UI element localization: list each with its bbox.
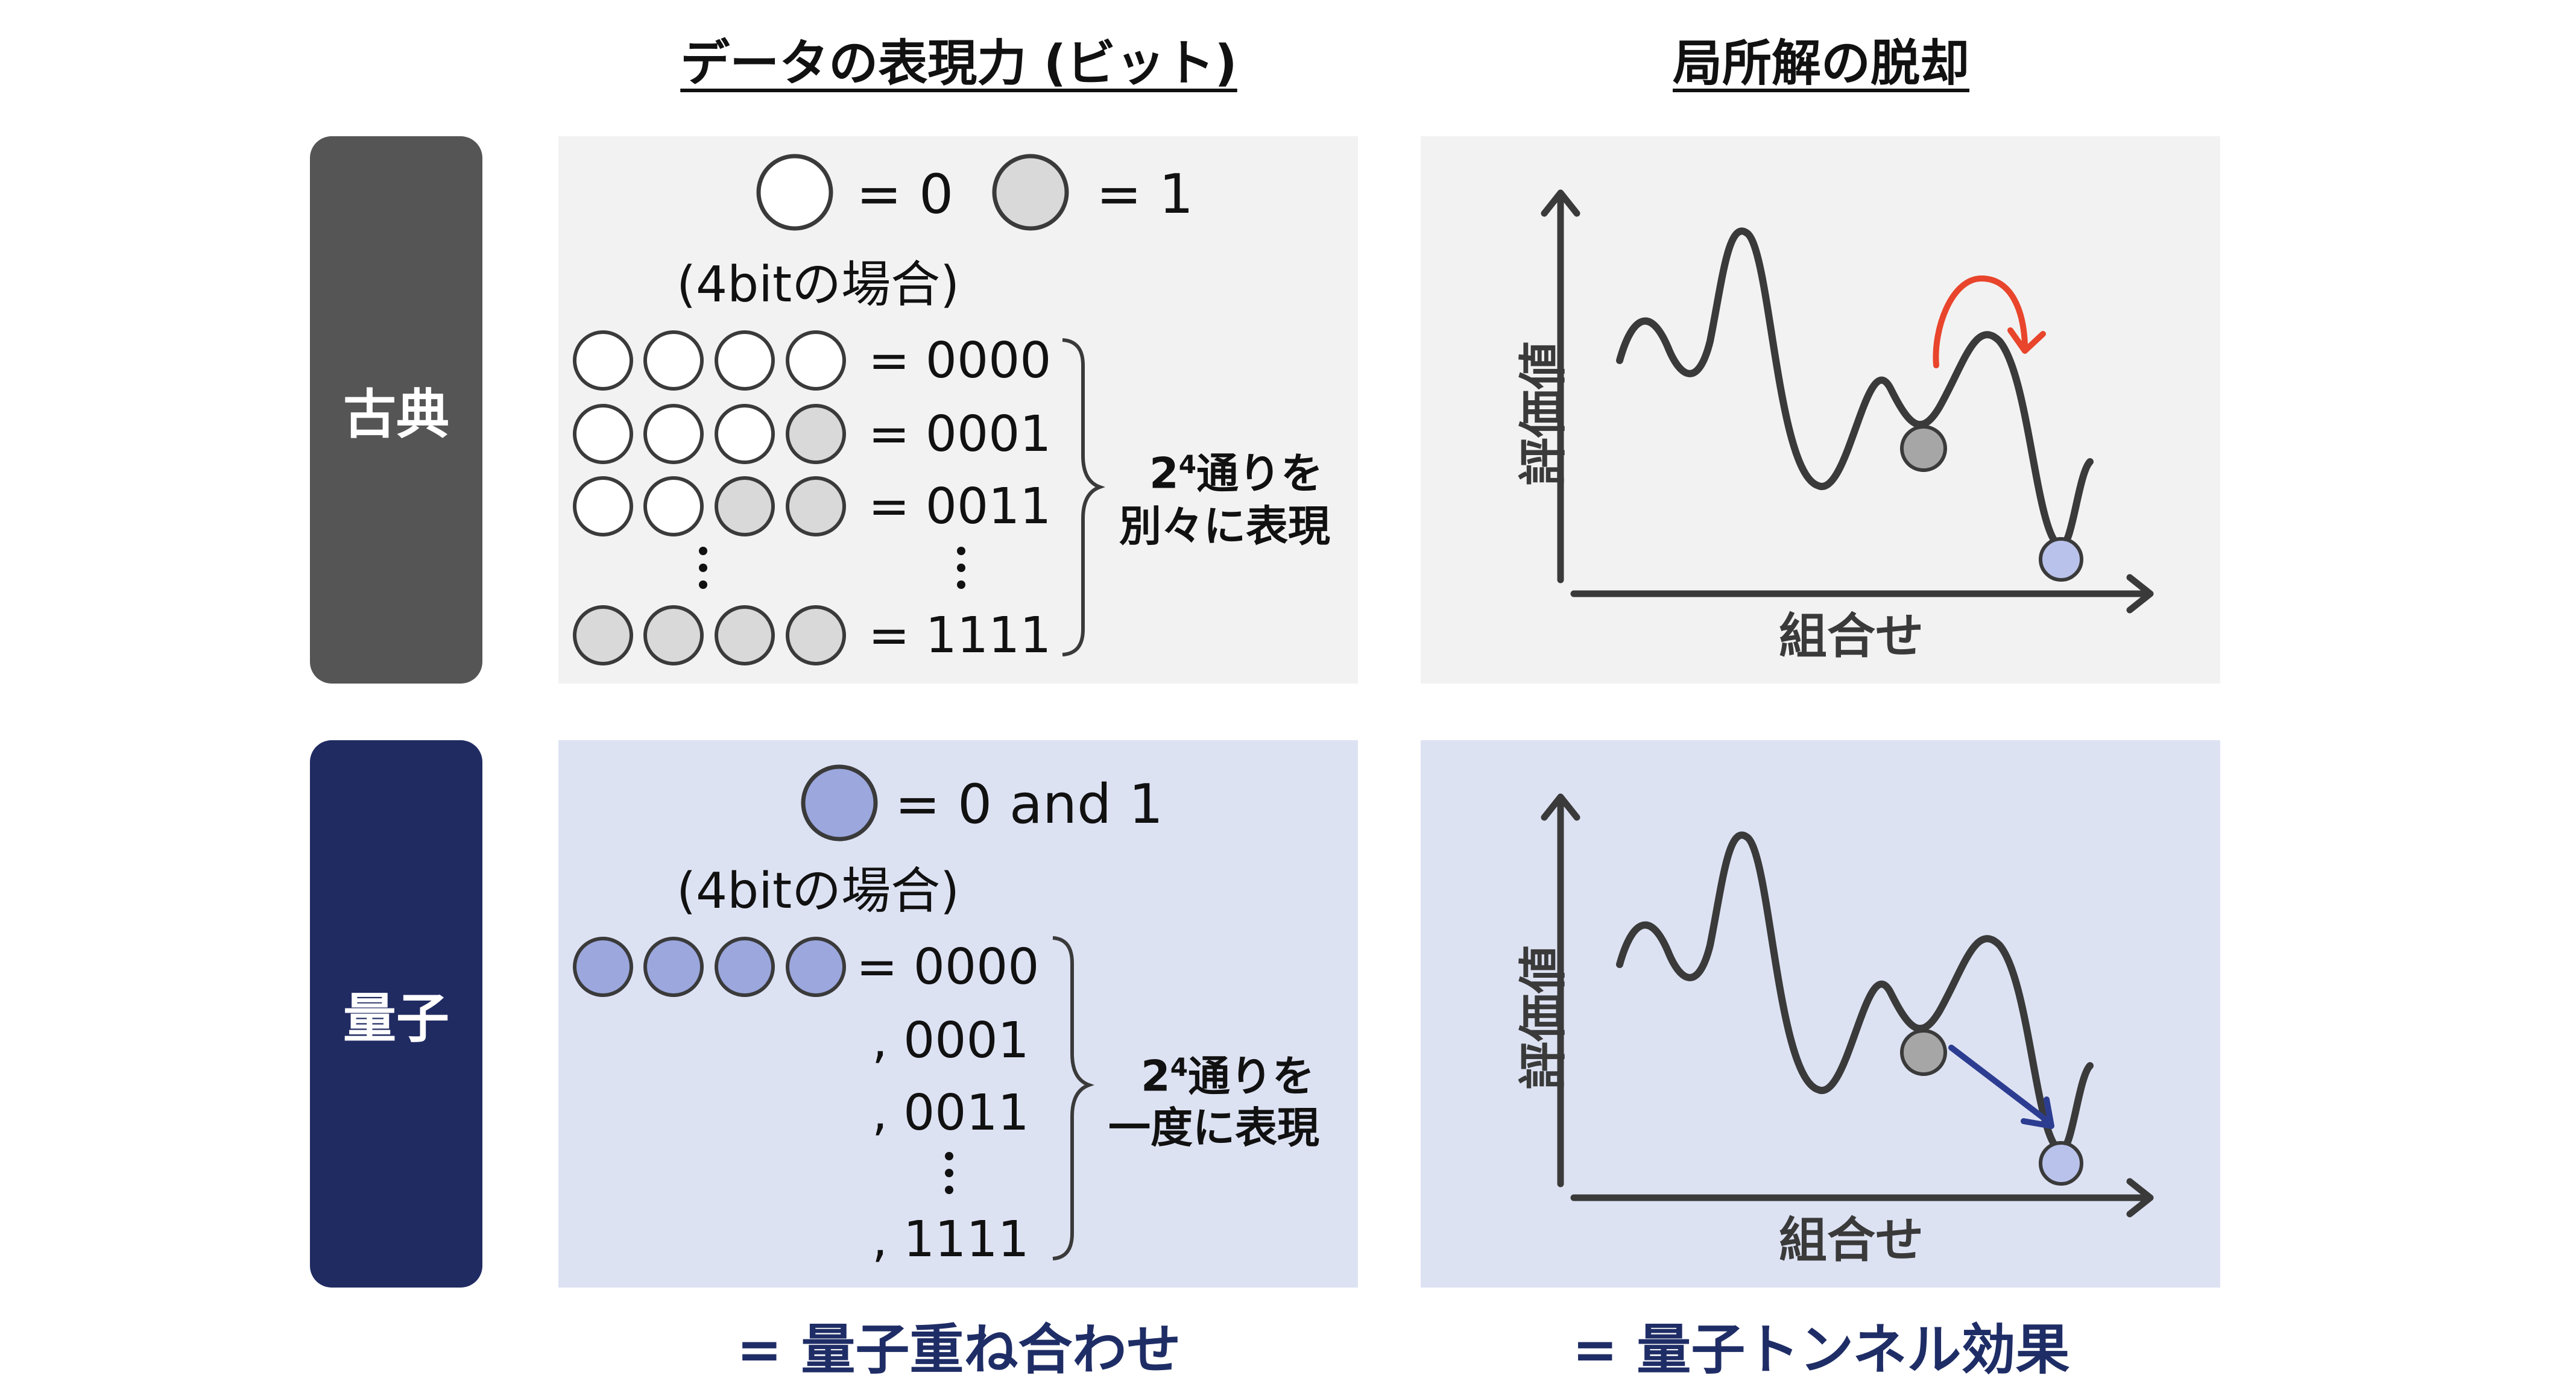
row-label-quantum-text: 量子 [343, 987, 449, 1049]
brace-note-classical-base: 2 [1149, 448, 1179, 499]
row-label-quantum: 量子 [310, 740, 482, 1288]
value-row-0001: = 0001 [868, 406, 1052, 463]
legend-zero-label: = 0 [856, 163, 954, 226]
classical-bits-panel: = 0 = 1 (4bitの場合) = 0000 = 0001 = 0011 =… [558, 136, 1358, 684]
legend-qubit-circle [801, 764, 878, 841]
quantum-bits-graphic [573, 764, 1094, 1260]
brace-note-quantum-sup: 4 [1170, 1052, 1188, 1082]
ball-local-minimum [1900, 425, 1947, 472]
value-row-1111: = 1111 [868, 607, 1052, 664]
x-axis-label-classical: 組合せ [1779, 608, 1924, 664]
quantum-bits-panel: = 0 and 1 (4bitの場合) = 0000 , 0001 , 0011… [558, 740, 1358, 1288]
evaluation-curve [1616, 227, 2094, 550]
legend-qubit-label: = 0 and 1 [895, 773, 1164, 836]
bit-row-1111 [573, 605, 846, 665]
vertical-ellipsis-values [957, 547, 965, 589]
quantum-graph-panel: 評価値 組合せ [1421, 740, 2220, 1288]
row-label-classical-text: 古典 [343, 383, 449, 445]
bit-row-0011 [573, 476, 846, 536]
y-axis-label-classical: 評価値 [1515, 341, 1571, 486]
ball-global-minimum [2039, 537, 2083, 582]
ball-global-minimum [2039, 1141, 2083, 1186]
bit-row-0001 [573, 404, 846, 464]
caption-superposition: = 量子重ね合わせ [736, 1318, 1181, 1382]
legend-one-label: = 1 [1096, 163, 1194, 226]
qubit-value-0001: , 0001 [872, 1012, 1029, 1069]
brace-note-classical-sup: 4 [1178, 450, 1196, 479]
qubit-value-0011: , 0011 [872, 1084, 1029, 1142]
legend-bit-zero-circle [756, 154, 833, 231]
value-row-0000: = 0000 [868, 332, 1052, 389]
y-axis-label-quantum: 評価値 [1515, 945, 1571, 1090]
header-escape-local-minimum: 局所解の脱却 [1672, 35, 1970, 92]
brace-note-quantum-rest: 通りを [1187, 1051, 1315, 1101]
legend-bit-one-circle [992, 154, 1069, 231]
evaluation-curve [1616, 831, 2094, 1154]
ball-local-minimum [1900, 1029, 1947, 1076]
curly-brace-classical [1062, 338, 1105, 656]
classical-graph-panel: 評価値 組合せ [1421, 136, 2220, 684]
red-hop-arrow [1933, 275, 2028, 368]
brace-note-classical-line2: 別々に表現 [1119, 502, 1330, 551]
header-bit-expressiveness: データの表現力 (ビット) [680, 35, 1237, 92]
blue-tunnel-arrow [1948, 1045, 2051, 1124]
brace-note-quantum-line2: 一度に表現 [1108, 1103, 1319, 1153]
case-note-classical: (4bitの場合) [677, 256, 960, 313]
bit-row-0000 [573, 330, 846, 391]
quantum-landscape-graphic [1541, 793, 2154, 1218]
vertical-ellipsis-quantum [945, 1152, 953, 1194]
curly-brace-quantum [1052, 936, 1094, 1260]
case-note-quantum: (4bitの場合) [677, 863, 960, 920]
qubit-value-0000: = 0000 [856, 939, 1040, 996]
qubit-value-1111: , 1111 [872, 1211, 1029, 1268]
classical-bits-graphic [573, 154, 1105, 665]
brace-note-classical-line1: 24通りを [1149, 450, 1323, 495]
caption-tunneling: = 量子トンネル効果 [1572, 1318, 2070, 1382]
qubit-row [573, 937, 846, 997]
row-label-classical: 古典 [310, 136, 482, 684]
x-axis-label-quantum: 組合せ [1779, 1212, 1924, 1268]
classical-landscape-graphic [1541, 189, 2154, 614]
brace-note-quantum-line1: 24通りを [1141, 1052, 1315, 1098]
vertical-ellipsis-bits [699, 547, 707, 589]
brace-note-classical-rest: 通りを [1196, 448, 1323, 499]
value-row-0011: = 0011 [868, 478, 1052, 535]
brace-note-quantum-base: 2 [1141, 1051, 1170, 1101]
